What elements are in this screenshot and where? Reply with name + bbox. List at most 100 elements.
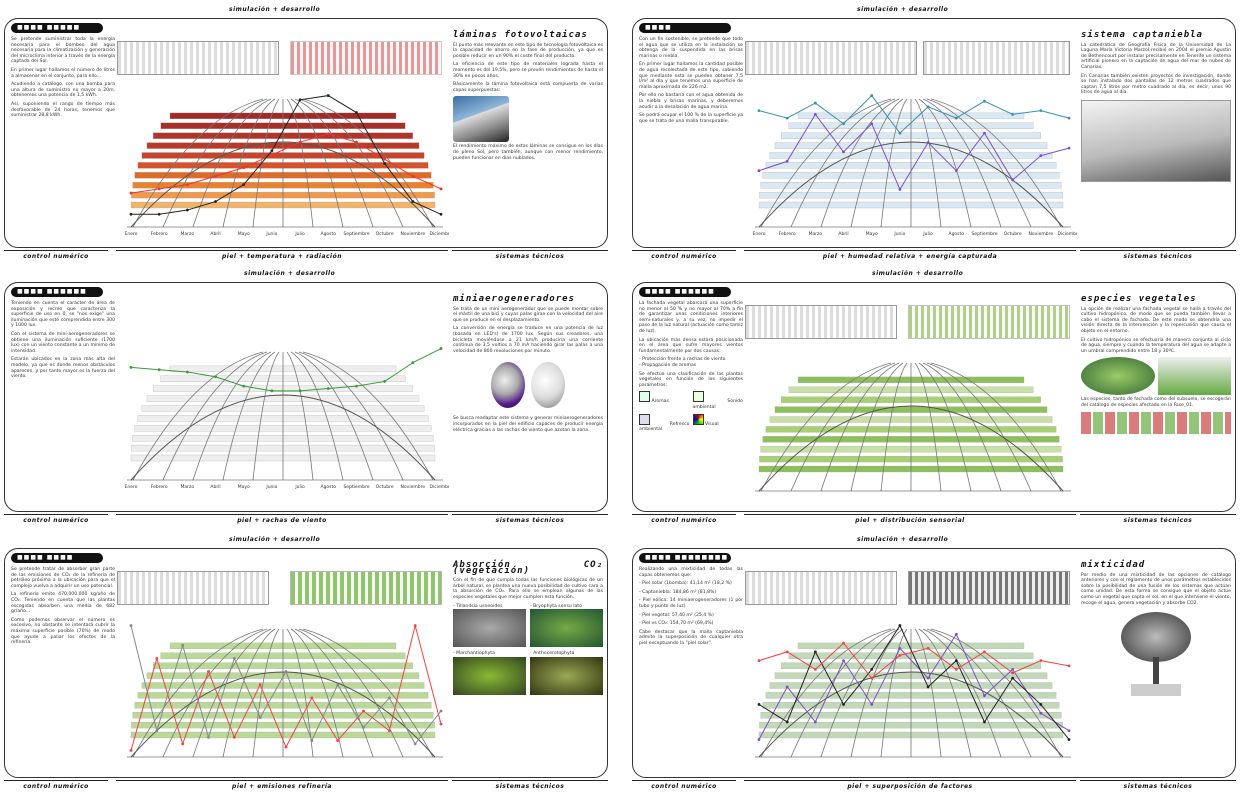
data-point: [326, 387, 330, 390]
paragraph: - Captaniebla: 184,86 m² (81,8%): [639, 589, 717, 595]
paragraph: Se pretende suministrar toda la energía …: [11, 37, 115, 65]
data-point: [157, 187, 161, 191]
dome-outline: [758, 141, 1064, 228]
data-point: [439, 212, 443, 216]
dome-chart: Enero Febrero Marzo Abril Mayo Junio Julio Agos…: [125, 347, 449, 490]
panel-mixticidad: ■■■■ ■■■■■■■■ Realizando una mixticidad …: [632, 548, 1236, 778]
dome-rib: [192, 351, 272, 481]
dome-rib: [252, 628, 280, 758]
dome-rib: [162, 351, 268, 481]
dome-rib: [820, 362, 900, 492]
tick-label: Junio: [265, 484, 277, 490]
section-title: especies vegetales: [1081, 294, 1197, 304]
tick-label: Abril: [210, 231, 220, 237]
paragraph: Cabe destacar que la malla captaniebla a…: [639, 629, 743, 646]
tick-label: Marzo: [809, 231, 823, 237]
data-point: [129, 749, 133, 752]
left-text: Realizando una mixticidad de todas las c…: [639, 567, 743, 650]
dome-outline: [130, 671, 436, 758]
paragraph: Como podemos observar el número es exces…: [11, 617, 115, 646]
right-column: miniaerogeneradores Se trata de un mini …: [453, 295, 603, 436]
caption-control: control numérico: [651, 783, 717, 790]
tick-label: Abril: [210, 484, 220, 490]
data-point: [870, 703, 874, 706]
panel-viento: ■■■■ ■■■■■■ Teniendo en cuenta el caráct…: [4, 282, 608, 512]
legend-item: Sonido ambiental: [692, 391, 744, 410]
legend-label: Sonido ambiental: [692, 399, 744, 410]
tick-label: Mayo: [866, 231, 878, 237]
dome-outline: [130, 394, 436, 481]
hydroponic-photos: [1081, 357, 1231, 396]
sound-icon: [692, 391, 704, 403]
data-point: [785, 116, 789, 120]
data-point: [785, 685, 789, 689]
section-title: mixticidad: [1081, 560, 1146, 570]
data-point: [1039, 703, 1043, 706]
fog-collector-diagram: [1081, 99, 1231, 182]
data-point: [954, 632, 958, 636]
paragraph: Con el sistema de mini-aerogeneradores s…: [11, 331, 115, 354]
data-point: [439, 709, 443, 713]
tick-label: Marzo: [181, 231, 195, 237]
thumbnail-strip: [117, 571, 269, 605]
caption-simulacion: simulación + desarrollo: [857, 6, 949, 13]
tick-label: Octubre: [376, 484, 394, 490]
data-point: [298, 98, 302, 102]
species-card: - Tillandsia usneoides: [453, 604, 526, 648]
series-line: [758, 633, 1070, 740]
dome-rib: [162, 628, 268, 758]
data-point: [1067, 664, 1071, 668]
divider: [1080, 250, 1236, 251]
paragraph: Teniendo en cuenta el carácter de área d…: [11, 301, 115, 329]
data-point: [336, 683, 340, 687]
dome-rib: [132, 98, 264, 228]
species-label: - Anthocerotophyta: [530, 651, 575, 657]
divider: [4, 514, 108, 515]
data-point: [1011, 112, 1015, 116]
tick-label: Septiembre: [971, 231, 997, 237]
caption-simulacion: simulación + desarrollo: [244, 270, 336, 277]
data-point: [1067, 729, 1071, 733]
paragraph: El cultivo hidropónico se efectuaría de …: [1081, 337, 1231, 354]
thumbnail-strip: [290, 41, 442, 75]
dome-rib: [790, 628, 896, 758]
panel-tag: ■■■■ ■■■■■■■■■■: [639, 23, 731, 41]
data-point: [757, 169, 761, 173]
paragraph: Estarán ubicados en la zona más alta del…: [11, 357, 115, 380]
dome-rib: [294, 98, 374, 228]
series-line: [758, 94, 1070, 134]
caption-bottom: piel + rachas de viento: [237, 517, 327, 524]
data-point: [214, 200, 217, 203]
data-point: [242, 183, 246, 187]
dome-rib: [922, 362, 1002, 492]
paragraph: Con el fin de que cumpla todas las funci…: [453, 578, 603, 600]
dome-rib: [294, 628, 374, 758]
caption-sistemas: sistemas técnicos: [1123, 517, 1193, 524]
dome-rib: [290, 351, 344, 481]
data-point: [439, 347, 443, 350]
species-card: - Bryophyta sensu lato: [530, 604, 603, 648]
dome-rib: [286, 351, 314, 481]
divider: [744, 250, 1076, 251]
paragraph: Se busca readaptar este sistema y genera…: [453, 416, 603, 433]
tick-label: Julio: [922, 231, 933, 237]
species-label: - Bryophyta sensu lato: [530, 603, 582, 609]
dome-rib: [790, 98, 896, 228]
paragraph: La ubicación más densa estará posicionad…: [639, 337, 743, 354]
paragraph: En Canarias también existen proyectos de…: [1081, 73, 1231, 96]
dome-rib: [302, 628, 434, 758]
left-text: Teniendo en cuenta el carácter de área d…: [11, 301, 115, 383]
tick-label: Noviembre: [1029, 231, 1054, 237]
refresh-icon: [639, 413, 650, 425]
caption-sistemas: sistemas técnicos: [495, 253, 565, 260]
paragraph: Básicamente la lámina fotovoltaica está …: [453, 82, 603, 93]
dome-rib: [298, 628, 404, 758]
data-point: [785, 650, 789, 654]
dome-rib: [918, 362, 972, 492]
caption-sistemas: sistemas técnicos: [1123, 783, 1193, 790]
data-point: [387, 696, 391, 700]
data-point: [270, 149, 274, 153]
data-point: [813, 112, 817, 116]
left-text: Con un fin sostenible, se pretende que t…: [639, 37, 743, 127]
data-point: [411, 200, 415, 203]
